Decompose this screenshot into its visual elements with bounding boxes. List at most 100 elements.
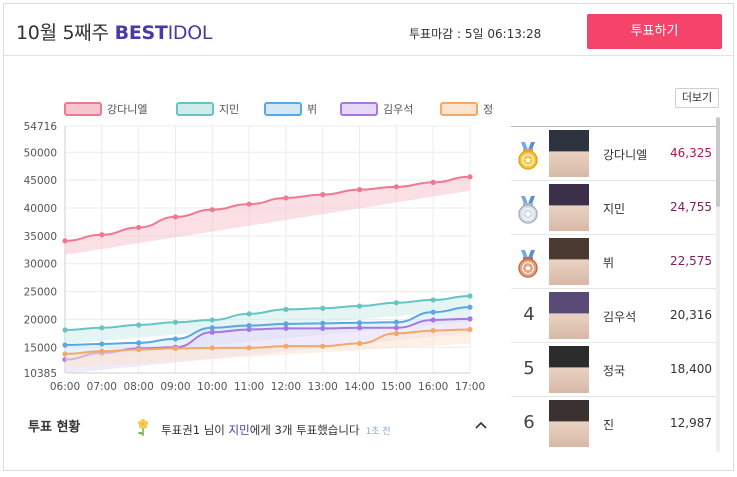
y-tick-label: 20000 bbox=[24, 314, 57, 326]
avatar[interactable] bbox=[549, 346, 589, 393]
series-point-4 bbox=[430, 327, 436, 334]
series-point-4 bbox=[246, 345, 252, 351]
rank-votes: 22,575 bbox=[670, 254, 712, 268]
rank-name: 지민 bbox=[603, 202, 626, 216]
x-tick-label: 12:00 bbox=[271, 381, 301, 393]
x-tick-label: 07:00 bbox=[87, 381, 117, 393]
series-point-1 bbox=[99, 325, 105, 331]
legend-swatch-4 bbox=[440, 102, 478, 116]
y-tick-label: 50000 bbox=[24, 147, 57, 159]
legend-label-4: 정국 bbox=[483, 103, 494, 116]
series-point-4 bbox=[320, 343, 326, 349]
legend-label-2: 뷔 bbox=[307, 103, 317, 116]
series-point-2 bbox=[356, 320, 363, 326]
series-point-1 bbox=[209, 317, 215, 323]
legend-swatch-2 bbox=[264, 102, 302, 116]
x-tick-label: 14:00 bbox=[344, 381, 374, 393]
more-button[interactable]: 더보기 bbox=[675, 88, 719, 108]
series-line-1 bbox=[64, 295, 471, 332]
page-title: 10월 5째주 BESTIDOL bbox=[16, 18, 212, 45]
series-point-1 bbox=[356, 303, 363, 309]
series-area-4 bbox=[65, 329, 470, 368]
x-tick-label: 06:00 bbox=[50, 381, 80, 393]
series-area-0 bbox=[65, 176, 470, 255]
y-tick-label: 35000 bbox=[24, 231, 57, 243]
vote-status-label: 투표 현황 bbox=[28, 420, 81, 435]
silver-medal-icon bbox=[518, 196, 538, 224]
ranking-row[interactable]: 지민 24,755 bbox=[511, 180, 716, 234]
series-point-4 bbox=[467, 326, 473, 333]
chevron-up-icon[interactable] bbox=[474, 419, 488, 431]
legend-swatch-1 bbox=[176, 102, 214, 116]
ranking-row[interactable]: 6 진 12,987 bbox=[511, 396, 716, 450]
ranking-scrollbar[interactable] bbox=[716, 117, 720, 207]
series-point-0 bbox=[283, 195, 289, 201]
title-idol: IDOL bbox=[167, 22, 213, 44]
status-target[interactable]: 지민 bbox=[228, 423, 250, 437]
series-point-2 bbox=[283, 321, 289, 327]
series-point-0 bbox=[172, 214, 179, 220]
series-point-0 bbox=[246, 201, 252, 207]
series-point-1 bbox=[393, 300, 399, 306]
series-point-0 bbox=[62, 238, 68, 244]
series-point-0 bbox=[136, 224, 142, 231]
series-point-3 bbox=[246, 326, 252, 333]
legend-swatch-0 bbox=[64, 102, 102, 116]
y-tick-label: 15000 bbox=[24, 342, 57, 354]
series-point-3 bbox=[320, 325, 326, 331]
avatar[interactable] bbox=[549, 400, 589, 447]
series-point-2 bbox=[430, 309, 436, 315]
series-point-2 bbox=[62, 342, 68, 348]
rank-votes: 18,400 bbox=[670, 362, 712, 376]
series-point-2 bbox=[467, 304, 473, 310]
series-point-3 bbox=[430, 317, 436, 323]
title-best: BEST bbox=[114, 22, 168, 44]
avatar[interactable] bbox=[549, 130, 589, 177]
series-point-0 bbox=[356, 187, 363, 193]
series-point-0 bbox=[209, 207, 215, 213]
x-tick-label: 17:00 bbox=[455, 381, 485, 393]
vote-trend-chart: 10385 15000 20000 25000 30000 35000 40000 45000… bbox=[4, 94, 494, 404]
x-tick-label: 16:00 bbox=[418, 381, 448, 393]
status-suffix: 에게 3개 투표했습니다 bbox=[249, 423, 360, 437]
title-week: 10월 5째주 bbox=[16, 22, 109, 44]
status-time: 1초 전 bbox=[365, 427, 391, 437]
y-tick-label: 40000 bbox=[24, 203, 57, 215]
status-prefix: 투표권1 님이 bbox=[161, 423, 229, 437]
series-point-4 bbox=[356, 340, 363, 346]
legend-label-1: 지민 bbox=[219, 103, 239, 116]
ranking-list: 강다니엘 46,325 지민 24,755 뷔 22,575 4 김우석 20,316 5 정국 18… bbox=[511, 126, 716, 452]
ranking-row[interactable]: 강다니엘 46,325 bbox=[511, 126, 716, 180]
ranking-row[interactable]: 4 김우석 20,316 bbox=[511, 288, 716, 342]
flower-icon bbox=[138, 419, 148, 436]
avatar[interactable] bbox=[549, 184, 589, 231]
series-point-4 bbox=[99, 348, 105, 354]
series-point-1 bbox=[62, 327, 68, 333]
series-point-1 bbox=[283, 306, 289, 312]
series-point-1 bbox=[320, 305, 326, 311]
vote-button[interactable]: 투표하기 bbox=[587, 14, 722, 49]
ranking-row[interactable]: 뷔 22,575 bbox=[511, 234, 716, 288]
series-point-4 bbox=[172, 345, 179, 352]
x-tick-label: 09:00 bbox=[160, 381, 190, 393]
series-point-2 bbox=[320, 320, 326, 326]
series-area-1 bbox=[65, 296, 470, 345]
rank-name: 강다니엘 bbox=[603, 148, 648, 162]
rank-number: 4 bbox=[523, 304, 535, 325]
ranking-row[interactable]: 5 정국 18,400 bbox=[511, 342, 716, 396]
series-point-2 bbox=[136, 340, 142, 346]
ranking-scroll-track[interactable] bbox=[716, 117, 720, 452]
y-tick-label: 54716 bbox=[24, 121, 58, 133]
series-point-4 bbox=[393, 330, 399, 336]
avatar[interactable] bbox=[549, 238, 589, 285]
x-tick-label: 15:00 bbox=[381, 381, 411, 393]
avatar[interactable] bbox=[549, 292, 589, 339]
series-point-1 bbox=[172, 319, 179, 325]
rank-number: 6 bbox=[523, 412, 535, 433]
rank-votes: 24,755 bbox=[670, 200, 712, 214]
series-point-3 bbox=[393, 325, 399, 331]
bronze-medal-icon bbox=[518, 250, 538, 278]
rank-name: 뷔 bbox=[603, 256, 615, 270]
best-idol-panel: 10월 5째주 BESTIDOL 투표마감 : 5일 06:13:28 투표하기 … bbox=[3, 3, 734, 471]
x-tick-label: 10:00 bbox=[197, 381, 227, 393]
